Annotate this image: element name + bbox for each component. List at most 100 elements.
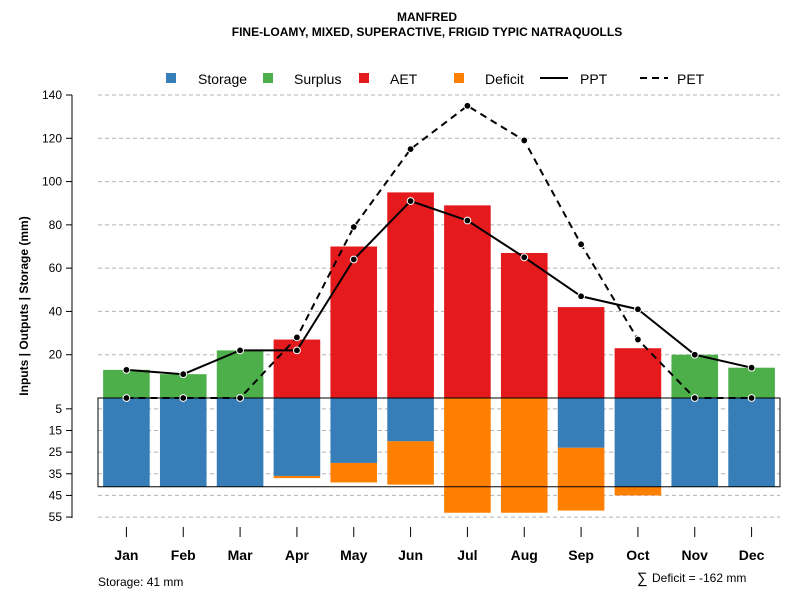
storage-bar [728, 398, 775, 487]
legend-label-storage: Storage [198, 71, 247, 87]
surplus-bar [671, 354, 719, 398]
deficit-bar [557, 447, 605, 511]
pet-line [126, 104, 752, 399]
surplus-bar [103, 369, 150, 398]
legend-swatch-storage [166, 73, 176, 83]
storage-bar [671, 398, 719, 487]
pet-point [747, 394, 756, 402]
deficit-bar [500, 398, 548, 513]
ppt-point [406, 197, 415, 205]
y-tick-label-upper: 120 [42, 131, 62, 145]
x-tick-label: Nov [682, 547, 709, 563]
deficit-bar [444, 398, 491, 513]
ppt-point [577, 292, 585, 301]
legend-label-ppt: PPT [580, 71, 608, 87]
storage-bar [387, 398, 434, 442]
storage-bar [159, 398, 207, 487]
grid-layer [98, 94, 780, 518]
pet-point [179, 394, 188, 402]
y-tick-label-upper: 80 [49, 218, 63, 232]
deficit-bar [273, 475, 321, 479]
pet-point [577, 240, 585, 249]
legend-label-pet: PET [677, 71, 705, 87]
y-tick-label-upper: 60 [49, 261, 63, 275]
y-tick-label-lower: 25 [49, 445, 63, 459]
surplus-bar [159, 374, 207, 398]
chart-subtitle: FINE-LOAMY, MIXED, SUPERACTIVE, FRIGID T… [232, 25, 622, 39]
x-tick-label: Jun [398, 547, 423, 563]
deficit-sum-symbol: ∑ [637, 570, 648, 587]
ppt-point [520, 253, 529, 262]
storage-bar [103, 398, 150, 487]
y-tick-label-upper: 100 [42, 175, 62, 189]
chart-title: MANFRED [397, 10, 457, 24]
bars-layer [103, 192, 775, 513]
pet-point [520, 136, 529, 145]
pet-point [690, 394, 699, 402]
pet-point [349, 223, 358, 231]
ppt-line [126, 199, 752, 376]
legend-label-aet: AET [390, 71, 418, 87]
storage-bar [216, 398, 264, 487]
pet-point [122, 394, 131, 402]
aet-bar [500, 252, 548, 398]
storage-bar [557, 398, 605, 448]
axes-layer: 20 40 60 80 100 120 140 5 15 25 35 45 55 Jan Feb Mar Apr… [42, 88, 765, 563]
x-tick-label: Jul [457, 547, 477, 563]
pet-point [406, 145, 415, 154]
legend-swatch-surplus [263, 73, 273, 83]
x-tick-label: Dec [739, 547, 765, 563]
x-tick-label: Oct [626, 547, 650, 563]
aet-bar [330, 246, 378, 398]
ppt-point [349, 255, 358, 264]
aet-bar [444, 205, 491, 398]
x-tick-label: Sep [568, 547, 594, 563]
storage-box-layer [97, 397, 781, 488]
y-tick-label-upper: 40 [49, 304, 63, 318]
storage-bar [330, 398, 378, 463]
pet-point [293, 333, 301, 342]
pet-point [463, 101, 472, 110]
surplus-bar [216, 350, 264, 398]
ppt-point [293, 346, 301, 355]
lines-layer [122, 101, 756, 402]
y-tick-label-lower: 55 [49, 510, 63, 524]
deficit-footer: Deficit = -162 mm [652, 571, 746, 585]
pet-point [634, 335, 642, 344]
y-tick-label-lower: 15 [49, 423, 63, 437]
aet-bar [387, 192, 434, 398]
y-tick-label-lower: 5 [55, 402, 62, 416]
storage-bar [273, 398, 321, 476]
deficit-bar [387, 441, 434, 485]
y-axis-title: Inputs | Outputs | Storage (mm) [17, 216, 31, 395]
y-tick-label-lower: 45 [49, 488, 63, 502]
storage-footer: Storage: 41 mm [98, 575, 183, 589]
x-tick-label: Feb [171, 547, 196, 563]
legend-swatch-aet [359, 73, 369, 83]
legend-swatch-deficit [454, 73, 464, 83]
legend-label-deficit: Deficit [485, 71, 524, 87]
y-tick-label-lower: 35 [49, 467, 63, 481]
storage-bar [614, 398, 662, 487]
y-tick-label-upper: 140 [42, 88, 62, 102]
ppt-point [747, 363, 756, 372]
legend: Storage Surplus AET Deficit PPT PET [166, 71, 705, 87]
storage-capacity-box [97, 397, 781, 488]
ppt-point [236, 346, 244, 355]
aet-bar [557, 307, 605, 398]
legend-label-surplus: Surplus [294, 71, 341, 87]
ppt-point [463, 216, 472, 225]
ppt-point [690, 350, 699, 359]
deficit-bar [330, 462, 378, 483]
ppt-point [634, 305, 642, 314]
x-tick-label: Aug [511, 547, 538, 563]
deficit-bar [614, 486, 662, 496]
pet-point [236, 394, 244, 402]
ppt-point [179, 370, 188, 379]
x-tick-label: Apr [285, 547, 310, 563]
x-tick-label: Mar [228, 547, 253, 563]
y-tick-label-upper: 20 [49, 348, 63, 362]
surplus-bar [728, 367, 775, 398]
x-tick-label: Jan [114, 547, 138, 563]
